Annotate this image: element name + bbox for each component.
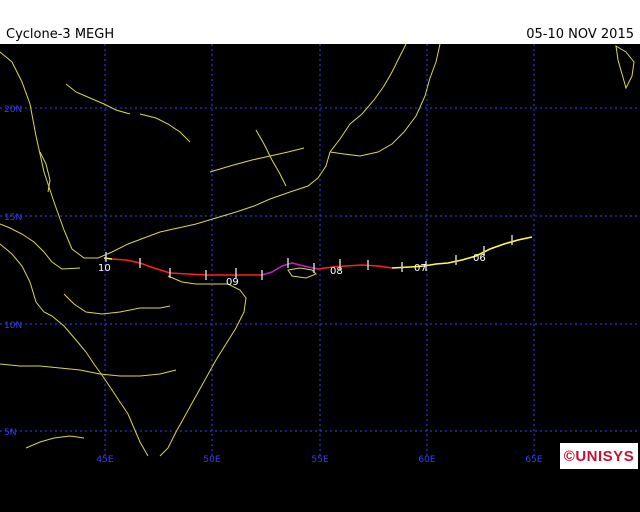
- lon-label-60e: 60E: [418, 455, 435, 465]
- lat-label-10n: 10N: [4, 321, 22, 331]
- lat-label-15n: 15N: [4, 213, 22, 223]
- day-label-09: 09: [226, 277, 239, 288]
- lon-labels: 45E 50E 55E 60E 65E: [96, 455, 542, 465]
- day-label-06: 06: [473, 253, 486, 264]
- lon-label-65e: 65E: [525, 455, 542, 465]
- lat-labels: 20N 15N 10N 5N: [4, 105, 22, 438]
- lon-label-55e: 55E: [311, 455, 328, 465]
- lon-label-45e: 45E: [96, 455, 113, 465]
- date-range: 05-10 NOV 2015: [526, 27, 634, 42]
- lat-label-5n: 5N: [4, 428, 16, 438]
- storm-track: [103, 236, 533, 276]
- day-label-08: 08: [330, 266, 343, 277]
- grid-lines: [0, 44, 640, 456]
- logo-text: ©UNISYS: [563, 447, 635, 465]
- lon-label-50e: 50E: [203, 455, 220, 465]
- lat-label-20n: 20N: [4, 105, 22, 115]
- unisys-logo: ©UNISYS: [560, 443, 638, 469]
- header-bar: Cyclone-3 MEGH 05-10 NOV 2015: [0, 0, 640, 44]
- storm-track-map: 10 09 08 07 06 20N 15N 10N 5N 45E 50E 55…: [0, 44, 640, 465]
- storm-title: Cyclone-3 MEGH: [6, 27, 115, 42]
- day-label-07: 07: [414, 263, 427, 274]
- day-label-10: 10: [98, 263, 111, 274]
- day-labels: 10 09 08 07 06: [98, 253, 486, 288]
- track-ticks: [105, 235, 513, 280]
- coastlines: [0, 44, 635, 457]
